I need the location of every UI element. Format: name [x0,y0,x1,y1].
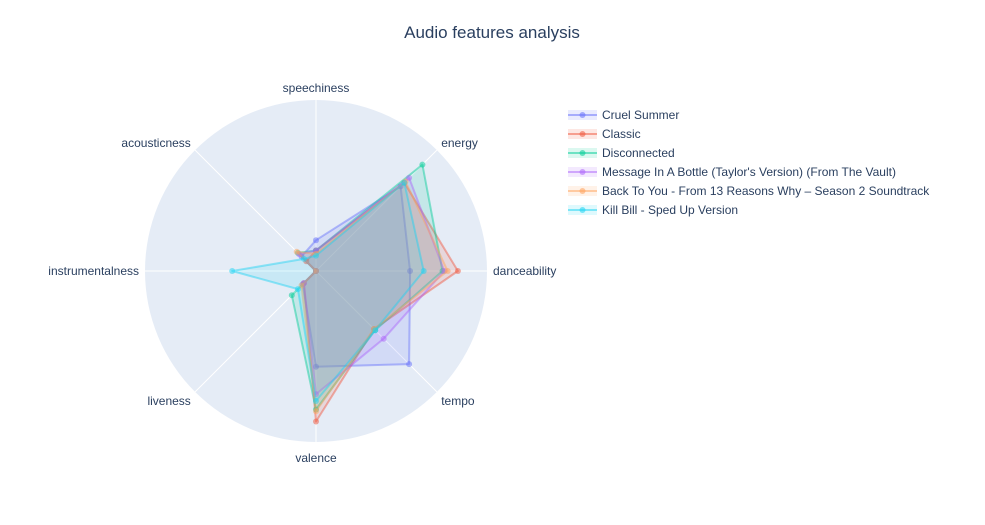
legend-item[interactable]: Message In A Bottle (Taylor's Version) (… [568,165,896,179]
legend-label: Classic [602,127,641,141]
data-point-danceability[interactable] [420,268,427,274]
legend-swatch-marker [579,207,586,213]
legend-item[interactable]: Back To You - From 13 Reasons Why – Seas… [568,184,930,198]
legend-swatch-marker [579,188,586,194]
data-point-valence[interactable] [313,408,319,415]
data-point-valence[interactable] [313,398,319,404]
axis-label-tempo: tempo [441,394,475,408]
data-point-speechiness[interactable] [313,237,319,244]
series-5 [229,179,427,404]
data-point-valence[interactable] [313,391,319,398]
legend-swatch-marker [579,150,586,156]
axis-label-speechiness: speechiness [283,81,350,95]
data-point-valence[interactable] [313,363,319,370]
axis-label-instrumentalness: instrumentalness [48,264,139,278]
data-point-danceability[interactable] [454,268,461,274]
legend-label: Back To You - From 13 Reasons Why – Seas… [602,184,930,198]
series-4 [293,178,451,415]
data-point-tempo[interactable] [372,327,379,334]
legend-swatch-marker [579,169,586,175]
axis-label-valence: valence [295,451,337,465]
data-point-tempo[interactable] [406,361,413,368]
data-point-valence[interactable] [313,418,319,425]
legend-item[interactable]: Classic [568,127,641,141]
legend-swatch-marker [579,112,586,118]
data-point-liveness[interactable] [288,292,295,299]
legend-label: Message In A Bottle (Taylor's Version) (… [602,165,896,179]
data-point-acousticness[interactable] [293,248,300,255]
legend-label: Kill Bill - Sped Up Version [602,203,738,217]
axis-label-liveness: liveness [147,394,190,408]
legend-item[interactable]: Kill Bill - Sped Up Version [568,203,738,217]
spoke-energy [315,149,438,272]
data-point-energy[interactable] [401,179,408,186]
series-0 [298,183,414,370]
data-point-speechiness[interactable] [313,252,319,259]
data-point-danceability[interactable] [444,268,451,274]
data-point-energy[interactable] [419,161,426,168]
legend-item[interactable]: Cruel Summer [568,108,679,122]
legend-label: Disconnected [602,146,675,160]
axis-label-energy: energy [441,136,478,150]
data-point-energy[interactable] [397,183,404,190]
axis-label-danceability: danceability [493,264,556,278]
data-point-acousticness[interactable] [300,255,307,262]
data-point-instrumentalness[interactable] [313,268,319,274]
legend-item[interactable]: Disconnected [568,146,675,160]
polar-area: danceability energy speechiness acousticnes… [48,81,556,465]
chart-title: Audio features analysis [404,23,580,42]
data-point-danceability[interactable] [407,268,414,274]
axis-label-acousticness: acousticness [121,136,190,150]
data-point-liveness[interactable] [294,286,301,293]
legend[interactable]: Cruel Summer Classic Disconnected Message I… [568,108,930,217]
data-point-tempo[interactable] [380,335,387,342]
legend-swatch-marker [579,131,586,137]
legend-label: Cruel Summer [602,108,679,122]
data-point-instrumentalness[interactable] [229,268,236,274]
